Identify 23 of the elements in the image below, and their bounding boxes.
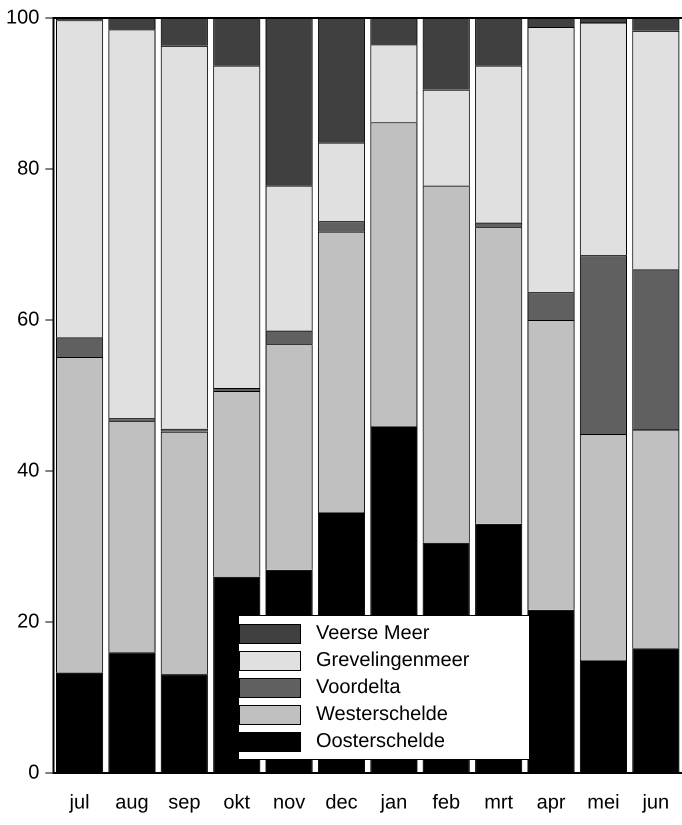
x-tick-label: mei [587,792,620,814]
x-tick-label: mrt [484,792,514,814]
x-tick-label: dec [325,792,358,814]
x-tick-label: aug [115,792,149,814]
y-tick-label: 60 [17,308,40,331]
y-tick-label: 20 [17,610,40,633]
y-tick-label: 80 [17,158,40,180]
y-tick-label: 40 [17,460,40,482]
x-tick-label: nov [272,792,306,814]
legend-label: Voordelta [316,675,401,700]
y-tick-label: 0 [28,762,40,784]
x-tick-label: sep [168,792,200,814]
x-tick-label: apr [536,792,566,814]
x-tick-label: jul [68,792,90,814]
legend-label: Grevelingenmeer [316,648,470,673]
y-tick-label: 100 [6,6,40,29]
x-tick-label: jun [641,792,670,814]
x-tick-label: jan [380,792,408,814]
legend-label: Veerse Meer [316,621,430,646]
legend-label: Oosterschelde [316,729,445,754]
x-tick-label: feb [432,792,460,814]
legend-label: Westerschelde [316,702,448,727]
x-tick-label: okt [223,792,250,814]
